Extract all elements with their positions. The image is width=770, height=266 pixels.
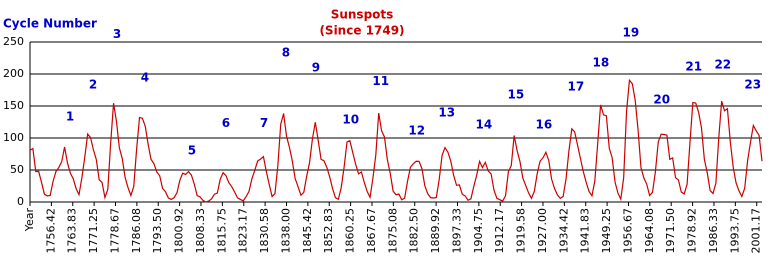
x-tick-label: 1919.58 (515, 208, 528, 254)
cycle-label: 20 (653, 93, 670, 107)
x-tick-label: 1771.25 (87, 208, 100, 254)
cycle-label: 15 (508, 88, 525, 102)
x-tick-label: 1986.33 (707, 208, 720, 254)
cycle-label: 19 (623, 26, 640, 40)
x-tick-label: 1867.67 (365, 208, 378, 254)
cycle-label: 2 (89, 77, 97, 91)
x-tick-label: 1852.83 (322, 208, 335, 254)
cycle-label: 1 (66, 109, 74, 123)
x-tick-label: 1934.42 (557, 208, 570, 254)
x-tick-label: 1860.25 (344, 208, 357, 254)
x-tick-label: 1904.75 (472, 208, 485, 254)
x-tick-label: 1808.33 (194, 208, 207, 254)
y-tick-label: 100 (3, 131, 24, 144)
cycle-label: 22 (714, 58, 731, 72)
x-tick-label: 1800.92 (173, 208, 186, 254)
chart-subtitle: (Since 1749) (319, 24, 404, 38)
x-tick-label: 1949.25 (600, 208, 613, 254)
x-tick-label: Year (23, 208, 36, 233)
x-tick-label: 1763.83 (66, 208, 79, 254)
x-tick-label: 1778.67 (109, 208, 122, 254)
x-tick-label: 1838.00 (279, 208, 292, 254)
x-tick-label: 2001.17 (750, 208, 763, 254)
cycle-label: 8 (282, 45, 290, 59)
x-tick-label: 1875.08 (386, 208, 399, 254)
cycle-label: 4 (141, 70, 149, 84)
x-tick-label: 1956.67 (621, 208, 634, 254)
y-tick-label: 50 (10, 163, 24, 176)
x-tick-label: 1823.17 (237, 208, 250, 254)
y-tick-label: 250 (3, 35, 24, 48)
y-tick-label: 150 (3, 99, 24, 112)
cycle-label: 7 (260, 116, 268, 130)
y-tick-label: 0 (17, 195, 24, 208)
x-tick-label: 1786.08 (130, 208, 143, 254)
x-tick-label: 1993.75 (728, 208, 741, 254)
cycle-label: 17 (567, 79, 584, 93)
x-tick-label: 1978.92 (686, 208, 699, 254)
x-tick-label: 1793.50 (151, 208, 164, 254)
cycle-label: 23 (744, 77, 761, 91)
x-tick-label: 1756.42 (44, 208, 57, 254)
cycle-label: 11 (372, 74, 389, 88)
x-tick-label: 1927.00 (536, 208, 549, 254)
x-tick-label: 1912.17 (493, 208, 506, 254)
x-tick-label: 1941.83 (579, 208, 592, 254)
cycle-label: 6 (222, 116, 230, 130)
x-tick-label: 1971.50 (664, 208, 677, 254)
cycle-label: 16 (535, 118, 552, 132)
cycle-label: 18 (593, 56, 610, 70)
y-tick-label: 200 (3, 67, 24, 80)
cycle-label: 21 (685, 59, 702, 73)
x-tick-label: 1830.58 (258, 208, 271, 254)
x-tick-label: 1815.75 (215, 208, 228, 254)
cycle-label: 3 (113, 27, 121, 41)
annotation-title: Cycle Number (3, 17, 97, 31)
cycle-label: 14 (476, 118, 493, 132)
cycle-label: 10 (342, 113, 359, 127)
x-tick-label: 1845.42 (301, 208, 314, 254)
x-tick-label: 1882.50 (408, 208, 421, 254)
data-line (29, 78, 763, 203)
x-tick-label: 1964.08 (643, 208, 656, 254)
cycle-label: 12 (408, 123, 425, 137)
cycle-label: 13 (438, 106, 455, 120)
cycle-label: 5 (188, 143, 196, 157)
chart-title: Sunspots (331, 8, 394, 22)
x-tick-label: 1897.33 (450, 208, 463, 254)
cycle-label: 9 (312, 61, 320, 75)
x-tick-label: 1889.92 (429, 208, 442, 254)
